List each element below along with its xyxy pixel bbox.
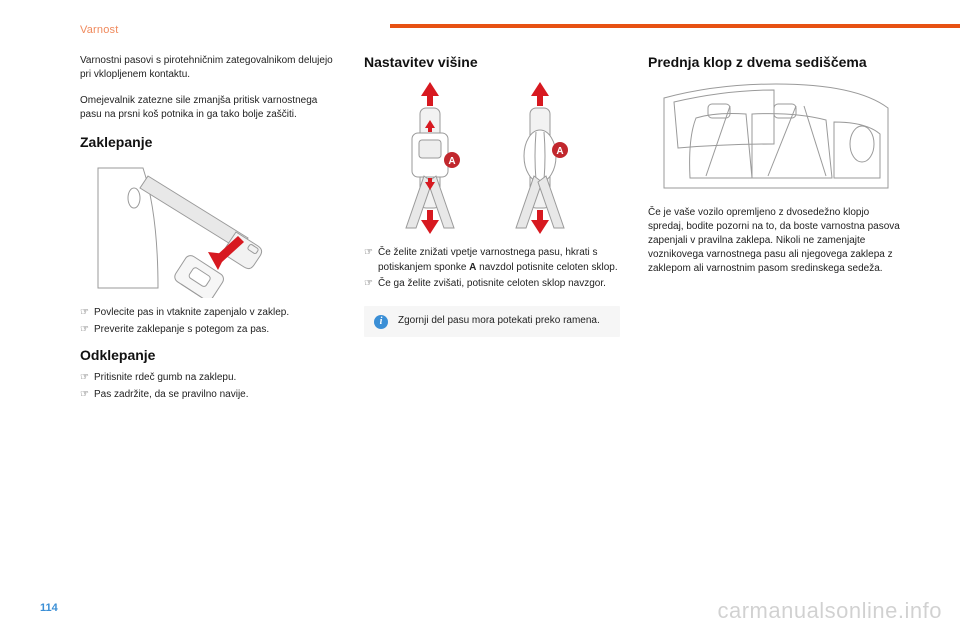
bullets-zaklepanje: ☞Povlecite pas in vtaknite zapenjalo v z… <box>80 306 336 337</box>
bullet-text: Če ga želite zvišati, potisnite celoten … <box>378 277 606 292</box>
page-content: Varnost Varnostni pasovi s pirotehničnim… <box>0 0 960 404</box>
paragraph-prednja: Če je vaše vozilo opremljeno z dvosedežn… <box>648 206 904 276</box>
bullet-icon: ☞ <box>80 306 94 321</box>
illustration-bench-seat <box>648 78 904 198</box>
bullet-text: Preverite zaklepanje s potegom za pas. <box>94 323 269 338</box>
bullet-text: Povlecite pas in vtaknite zapenjalo v za… <box>94 306 289 321</box>
column-2: Nastavitev višine A <box>364 54 620 404</box>
bullet-icon: ☞ <box>80 371 94 386</box>
heading-nastavitev: Nastavitev višine <box>364 54 620 70</box>
info-box: i Zgornji del pasu mora potekati preko r… <box>364 306 620 337</box>
intro-text-1: Varnostni pasovi s pirotehničnim zategov… <box>80 54 336 82</box>
illustration-height-adjust: A <box>364 78 620 238</box>
watermark: carmanualsonline.info <box>717 598 942 624</box>
bullet-text: Če želite znižati vpetje varnostnega pas… <box>378 246 620 275</box>
bullet-icon: ☞ <box>80 388 94 403</box>
heading-zaklepanje: Zaklepanje <box>80 134 336 150</box>
info-icon: i <box>374 315 388 329</box>
illustration-buckle <box>80 158 336 298</box>
info-text: Zgornji del pasu mora potekati preko ram… <box>398 314 600 328</box>
svg-text:A: A <box>556 146 563 157</box>
columns: Varnostni pasovi s pirotehničnim zategov… <box>80 54 904 404</box>
bullets-nastavitev: ☞ Če želite znižati vpetje varnostnega p… <box>364 246 620 292</box>
text-frag: navzdol potisnite celoten sklop. <box>476 262 617 273</box>
page-number: 114 <box>40 602 58 614</box>
bullet-text: Pritisnite rdeč gumb na zaklepu. <box>94 371 236 386</box>
heading-prednja: Prednja klop z dvema sediščema <box>648 54 904 70</box>
bullets-odklepanje: ☞Pritisnite rdeč gumb na zaklepu. ☞Pas z… <box>80 371 336 402</box>
bullet-icon: ☞ <box>364 246 378 275</box>
column-3: Prednja klop z dvema sediščema <box>648 54 904 404</box>
intro-text-2: Omejevalnik zatezne sile zmanjša pritisk… <box>80 94 336 122</box>
bullet-icon: ☞ <box>364 277 378 292</box>
bullet-text: Pas zadržite, da se pravilno navije. <box>94 388 249 403</box>
bullet-icon: ☞ <box>80 323 94 338</box>
column-1: Varnostni pasovi s pirotehničnim zategov… <box>80 54 336 404</box>
heading-odklepanje: Odklepanje <box>80 347 336 363</box>
accent-bar <box>390 24 960 28</box>
svg-text:A: A <box>448 156 455 167</box>
